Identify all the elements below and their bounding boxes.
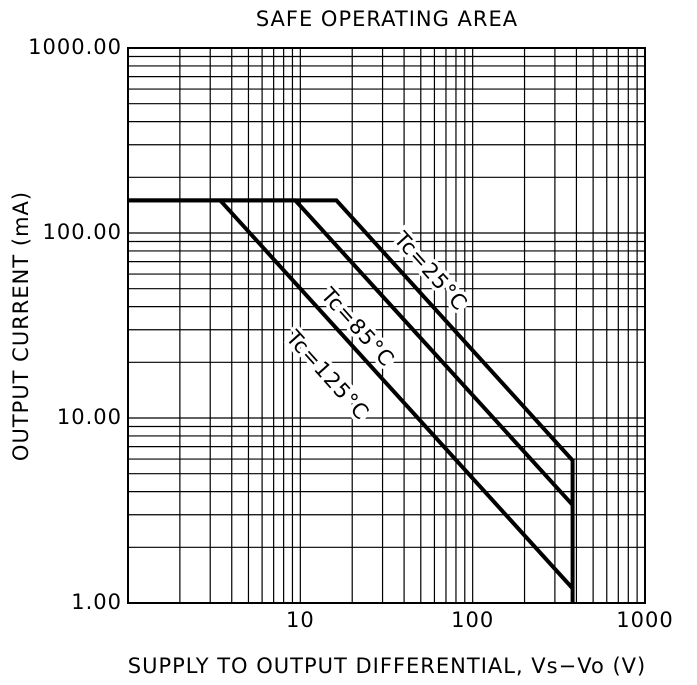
x-axis-label: SUPPLY TO OUTPUT DIFFERENTIAL, Vs−Vo (V): [128, 654, 646, 678]
y-axis-label: OUTPUT CURRENT (mA): [9, 191, 33, 461]
plot-frame: [127, 47, 646, 604]
x-tick-label: 1000: [616, 608, 673, 632]
series-line: [218, 199, 575, 590]
x-tick-label: 10: [286, 608, 315, 632]
y-tick-label: 1.00: [71, 590, 122, 614]
y-tick-label: 1000.00: [28, 35, 122, 59]
y-tick-label: 10.00: [57, 405, 122, 429]
x-tick-label: 100: [451, 608, 494, 632]
y-tick-label: 100.00: [43, 220, 122, 244]
series-line: [128, 198, 575, 507]
chart-title: SAFE OPERATING AREA: [256, 7, 518, 31]
